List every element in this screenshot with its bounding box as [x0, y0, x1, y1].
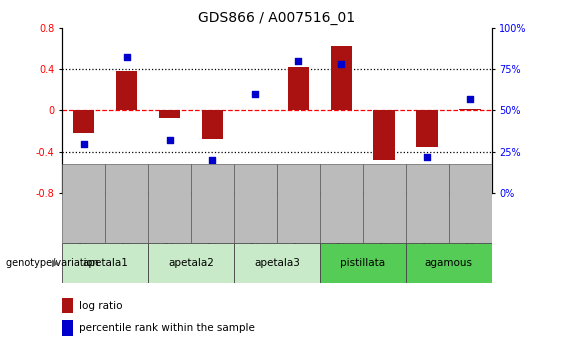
Bar [331, 46, 352, 110]
Bar [406, 243, 492, 283]
Text: apetala2: apetala2 [168, 258, 214, 268]
Bar [320, 243, 406, 283]
Bar [62, 298, 73, 313]
Point [251, 91, 260, 97]
Point [165, 137, 174, 143]
Bar [73, 110, 94, 133]
Text: percentile rank within the sample: percentile rank within the sample [79, 323, 255, 333]
Text: agamous: agamous [425, 258, 472, 268]
Bar [363, 164, 406, 243]
Bar [116, 71, 137, 110]
Point [79, 141, 88, 146]
Bar [459, 109, 481, 110]
Point [337, 61, 346, 67]
Point [380, 170, 389, 176]
Text: ▶: ▶ [52, 258, 59, 268]
Bar [62, 164, 105, 243]
Point [423, 154, 432, 159]
Bar [234, 164, 277, 243]
Point [122, 55, 131, 60]
Bar [449, 164, 492, 243]
Bar [105, 164, 148, 243]
Bar [202, 110, 223, 139]
Bar [288, 67, 309, 110]
Bar [148, 243, 234, 283]
Title: GDS866 / A007516_01: GDS866 / A007516_01 [198, 11, 355, 25]
Bar [62, 320, 73, 336]
Bar [234, 243, 320, 283]
Bar [373, 110, 395, 160]
Text: apetala1: apetala1 [82, 258, 128, 268]
Point [208, 157, 217, 163]
Point [466, 96, 475, 101]
Point [294, 58, 303, 63]
Text: log ratio: log ratio [79, 301, 123, 311]
Bar [191, 164, 234, 243]
Bar [159, 110, 180, 118]
Bar [320, 164, 363, 243]
Text: apetala3: apetala3 [254, 258, 300, 268]
Bar [416, 110, 438, 147]
Bar [62, 243, 148, 283]
Bar [148, 164, 191, 243]
Bar [277, 164, 320, 243]
Text: genotype/variation: genotype/variation [6, 258, 101, 268]
Bar [406, 164, 449, 243]
Text: pistillata: pistillata [340, 258, 385, 268]
